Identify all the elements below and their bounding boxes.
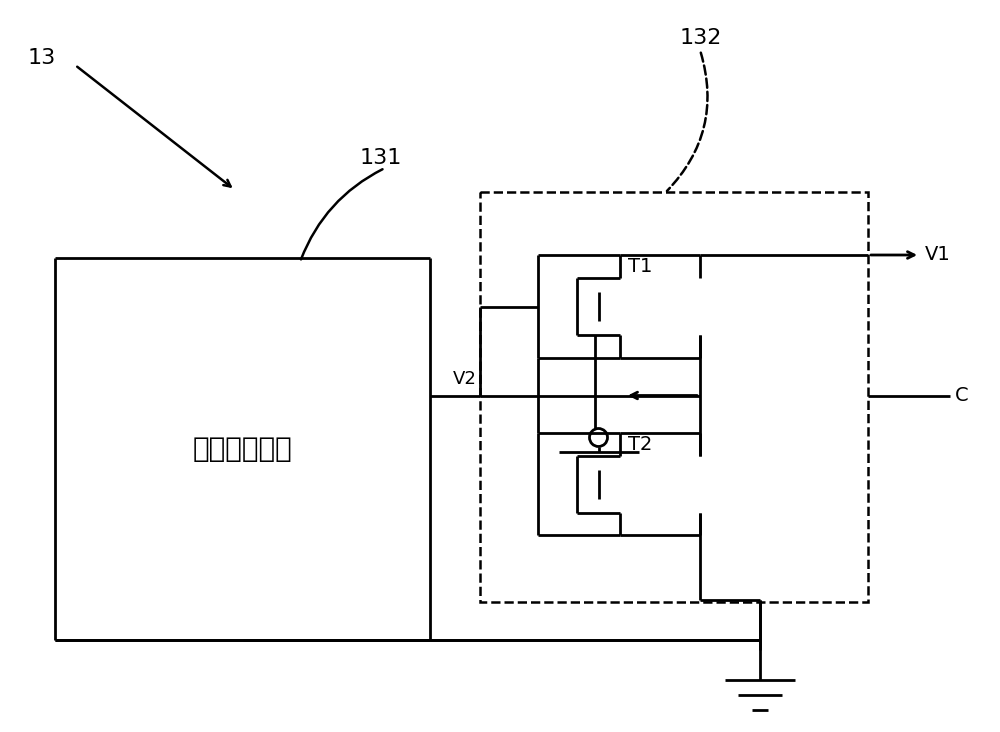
Text: C: C xyxy=(955,386,969,405)
Text: T1: T1 xyxy=(628,257,652,276)
Text: 13: 13 xyxy=(28,48,56,68)
Text: 132: 132 xyxy=(680,28,722,48)
Bar xyxy=(480,192,868,602)
Text: T2: T2 xyxy=(628,435,652,454)
Text: V1: V1 xyxy=(925,245,951,264)
Text: 131: 131 xyxy=(360,148,402,168)
Text: 电压输出电路: 电压输出电路 xyxy=(193,435,292,463)
Text: V2: V2 xyxy=(453,370,477,387)
